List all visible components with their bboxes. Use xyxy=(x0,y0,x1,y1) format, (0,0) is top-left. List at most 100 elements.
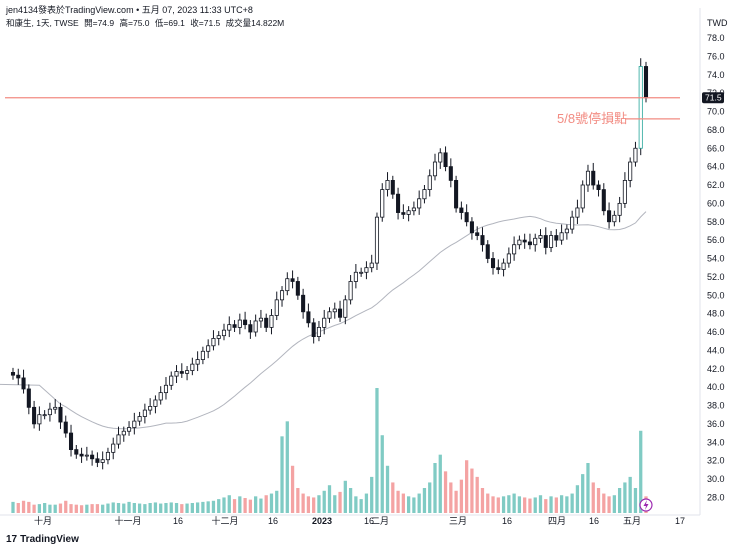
price-tick-25: 28.0 xyxy=(707,492,725,502)
volume-bar-117 xyxy=(628,476,632,513)
tradingview-brand: TradingView xyxy=(20,534,79,545)
candle-body-60 xyxy=(327,311,332,319)
volume-bar-1 xyxy=(16,503,20,513)
candle-body-49 xyxy=(269,315,274,328)
candle-body-71 xyxy=(385,180,390,190)
volume-bar-58 xyxy=(317,495,321,513)
time-tick-8: 三月 xyxy=(449,516,467,526)
price-tick-7: 64.0 xyxy=(707,162,725,172)
candle-body-116 xyxy=(622,180,627,204)
candle-body-17 xyxy=(100,459,105,463)
candle-body-66 xyxy=(359,271,364,274)
candle-body-70 xyxy=(380,189,385,218)
candle-body-45 xyxy=(248,324,253,333)
volume-bar-39 xyxy=(217,499,221,513)
candle-body-72 xyxy=(390,180,395,195)
candle-body-115 xyxy=(617,202,622,216)
volume-bar-107 xyxy=(575,485,580,513)
low-value: 低=69.1 xyxy=(154,18,185,28)
lightning-icon[interactable] xyxy=(639,498,653,512)
price-tick-1: 76.0 xyxy=(707,51,725,61)
candle-body-23 xyxy=(132,420,137,428)
horizontal-lines xyxy=(5,97,680,120)
candle-body-6 xyxy=(42,414,47,417)
volume-bar-44 xyxy=(243,498,247,513)
time-tick-11: 16 xyxy=(589,516,599,526)
candle-body-22 xyxy=(127,427,132,432)
candle-body-58 xyxy=(316,327,321,337)
candle-body-84 xyxy=(454,180,459,209)
volume-bar-87 xyxy=(470,468,474,513)
volume-bar-72 xyxy=(391,482,395,513)
volume-bar-7 xyxy=(48,504,52,513)
candle-body-0 xyxy=(10,372,16,376)
volume-bar-34 xyxy=(190,503,194,513)
tradingview-footer[interactable]: 17 TradingView xyxy=(6,534,79,545)
candle-body-100 xyxy=(538,235,543,239)
symbol-name[interactable]: 和康生, 1天, TWSE xyxy=(6,18,79,28)
candle-body-110 xyxy=(591,170,596,186)
candle-body-111 xyxy=(596,184,601,190)
volume-bar-71 xyxy=(385,465,390,513)
volume-bar-119 xyxy=(639,430,643,513)
candle-body-82 xyxy=(443,152,448,168)
volume-bar-53 xyxy=(290,465,295,513)
last-price-marker: 71.5 xyxy=(702,92,724,104)
candle-body-85 xyxy=(459,207,464,213)
volume-bar-28 xyxy=(159,503,163,513)
candle-body-91 xyxy=(490,258,496,269)
volume-bar-88 xyxy=(475,476,479,513)
candle-body-46 xyxy=(253,320,258,333)
volume-bar-46 xyxy=(254,496,258,513)
candle-body-113 xyxy=(607,210,612,223)
candle-body-27 xyxy=(153,399,158,407)
candle-body-36 xyxy=(200,350,205,360)
candle-body-61 xyxy=(332,308,337,313)
volume-bar-37 xyxy=(206,501,210,513)
volume-bar-6 xyxy=(43,503,47,513)
volume-bar-64 xyxy=(348,488,353,513)
volume-bar-110 xyxy=(591,482,595,513)
candle-body-30 xyxy=(169,375,174,386)
candle-body-16 xyxy=(95,458,100,463)
volume-bar-90 xyxy=(486,493,490,513)
candle-body-96 xyxy=(517,239,522,246)
candle-body-8 xyxy=(53,406,58,410)
volume-bar-55 xyxy=(301,493,305,513)
volume-bar-23 xyxy=(132,503,136,513)
volume-bar-75 xyxy=(406,496,411,513)
volume-bar-56 xyxy=(306,496,311,513)
volume-bar-100 xyxy=(538,495,543,513)
price-tick-14: 50.0 xyxy=(707,290,725,300)
volume-bar-91 xyxy=(491,496,495,513)
currency-label: TWD xyxy=(707,18,728,28)
volume-bar-8 xyxy=(53,504,57,513)
time-tick-6: 16 xyxy=(364,516,374,526)
candlesticks xyxy=(10,58,649,470)
candle-body-68 xyxy=(369,262,374,269)
candle-body-109 xyxy=(585,170,591,186)
volume-bar-13 xyxy=(79,505,84,513)
candle-body-51 xyxy=(279,290,285,301)
volume-bar-112 xyxy=(602,493,606,513)
time-tick-5: 2023 xyxy=(312,516,332,526)
volume-bar-67 xyxy=(364,493,369,513)
candle-body-18 xyxy=(105,451,110,461)
last-price-box xyxy=(702,92,724,104)
candle-body-52 xyxy=(285,278,290,292)
volume-bar-51 xyxy=(280,436,284,513)
volume-bar-48 xyxy=(264,495,268,513)
candle-body-43 xyxy=(237,319,242,328)
volume-bar-43 xyxy=(238,496,242,513)
candle-body-114 xyxy=(612,214,617,223)
candle-body-12 xyxy=(74,449,79,455)
volume-bar-66 xyxy=(359,499,363,513)
candle-body-101 xyxy=(543,235,548,248)
volume-bar-10 xyxy=(64,500,68,513)
time-tick-3: 十二月 xyxy=(211,515,238,526)
candle-body-117 xyxy=(628,161,633,181)
volume-bar-2 xyxy=(21,500,26,513)
volume-bar-116 xyxy=(623,482,627,513)
